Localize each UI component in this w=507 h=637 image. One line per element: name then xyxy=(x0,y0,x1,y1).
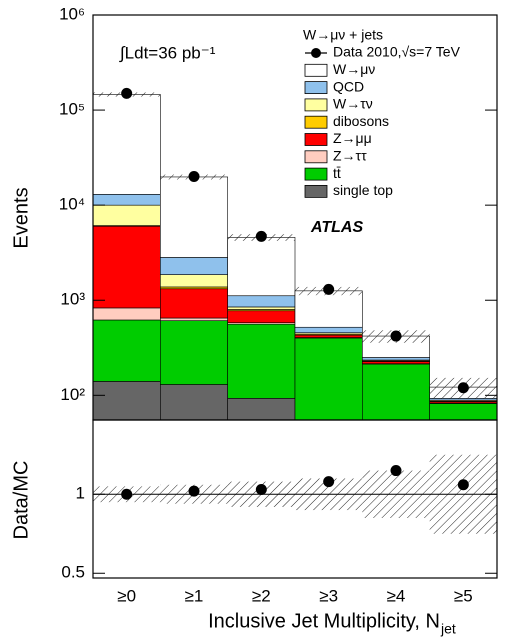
data-point xyxy=(390,465,402,477)
y-axis-label: Events xyxy=(10,187,32,248)
data-point xyxy=(188,171,200,183)
y-tick-label: 1 xyxy=(76,484,85,503)
stack-segment xyxy=(227,310,296,324)
stack-segment xyxy=(227,398,296,420)
stack-segment xyxy=(294,337,363,420)
overlay: 10² 10³ 10⁴ 10⁵ 10⁶ 0.5 1 ≥0 ≥1 ≥2 ≥3 ≥4 ≥5 Data 2010… xyxy=(59,4,497,605)
x-tick-label: ≥2 xyxy=(252,586,271,605)
y-tick-label: 10⁴ xyxy=(59,195,85,214)
legend-swatch xyxy=(304,184,328,198)
y-tick-label: 0.5 xyxy=(61,563,85,582)
stack-segment xyxy=(295,445,362,470)
stack-segment xyxy=(362,361,430,365)
legend-label: Z→μμ xyxy=(333,130,372,146)
legend-swatch xyxy=(304,81,328,94)
data-point xyxy=(323,476,335,488)
legend-swatch xyxy=(304,115,328,129)
stack-segment xyxy=(160,317,228,321)
data-point xyxy=(188,485,200,497)
stack-segment xyxy=(227,323,296,399)
stack-segment xyxy=(294,290,363,328)
x-axis-label: Inclusive Jet Multiplicity, N xyxy=(208,610,440,632)
ratio-panel xyxy=(93,454,497,534)
y-tick-label: 10³ xyxy=(60,290,85,309)
data-point xyxy=(255,484,267,496)
x-axis-label-sub: jet xyxy=(440,621,456,637)
data-point xyxy=(121,87,133,99)
y-tick-label: 10⁵ xyxy=(59,100,85,119)
stack-segment xyxy=(160,176,228,258)
stack-segment xyxy=(160,274,228,288)
x-tick-label: ≥3 xyxy=(319,586,338,605)
stack-segment xyxy=(160,320,228,385)
stack-segment xyxy=(160,288,228,319)
annotation: ∫Ldt=36 pb⁻¹ xyxy=(119,43,216,62)
stack-segment xyxy=(93,94,161,195)
frame xyxy=(92,419,498,579)
data-point xyxy=(323,283,335,295)
legend-label: Z→ττ xyxy=(333,148,367,164)
data-point xyxy=(255,230,267,242)
stack-segment xyxy=(160,257,228,275)
legend-label: W→τν xyxy=(333,96,373,112)
legend-label: W→μν xyxy=(333,61,375,77)
main-panel xyxy=(93,87,497,470)
legend-swatch xyxy=(304,98,328,112)
stack-segment xyxy=(93,319,161,382)
y-axis-label: Data/MC xyxy=(10,461,32,540)
x-tick-label: ≥5 xyxy=(454,586,473,605)
legend-swatch xyxy=(304,63,328,77)
legend-title: W→μν + jets xyxy=(303,27,383,43)
legend-marker xyxy=(311,48,321,58)
legend-label: QCD xyxy=(333,78,364,94)
stack-segment xyxy=(294,326,363,334)
stack-segment xyxy=(227,295,296,308)
stack-segment xyxy=(93,225,161,309)
legend-label: tt̄ xyxy=(333,165,341,181)
stack-segment xyxy=(93,307,161,321)
y-tick-label: 10² xyxy=(60,385,85,404)
legend-swatch xyxy=(304,167,328,181)
x-tick-label: ≥4 xyxy=(387,586,406,605)
stack-segment xyxy=(362,357,430,361)
stack-segment xyxy=(93,204,161,226)
stack-segment xyxy=(93,194,161,206)
legend-swatch xyxy=(304,133,328,146)
data-point xyxy=(390,330,402,342)
stack-segment xyxy=(294,334,363,338)
legend-label: dibosons xyxy=(333,113,389,129)
legend-label: Data 2010,√s=7 TeV xyxy=(333,44,461,60)
legend-label: single top xyxy=(333,182,393,198)
data-point xyxy=(457,382,469,394)
stack-segment xyxy=(93,381,161,420)
data-point xyxy=(121,488,133,500)
data-point xyxy=(457,479,469,491)
x-tick-label: ≥0 xyxy=(117,586,136,605)
stack-segment xyxy=(160,384,228,420)
x-tick-label: ≥1 xyxy=(185,586,204,605)
legend-swatch xyxy=(304,150,328,164)
stack-segment xyxy=(362,363,430,420)
stack-segment xyxy=(227,237,296,297)
annotation: ATLAS xyxy=(310,219,363,236)
stack-segment xyxy=(227,306,296,310)
y-tick-label: 10⁶ xyxy=(59,4,85,23)
